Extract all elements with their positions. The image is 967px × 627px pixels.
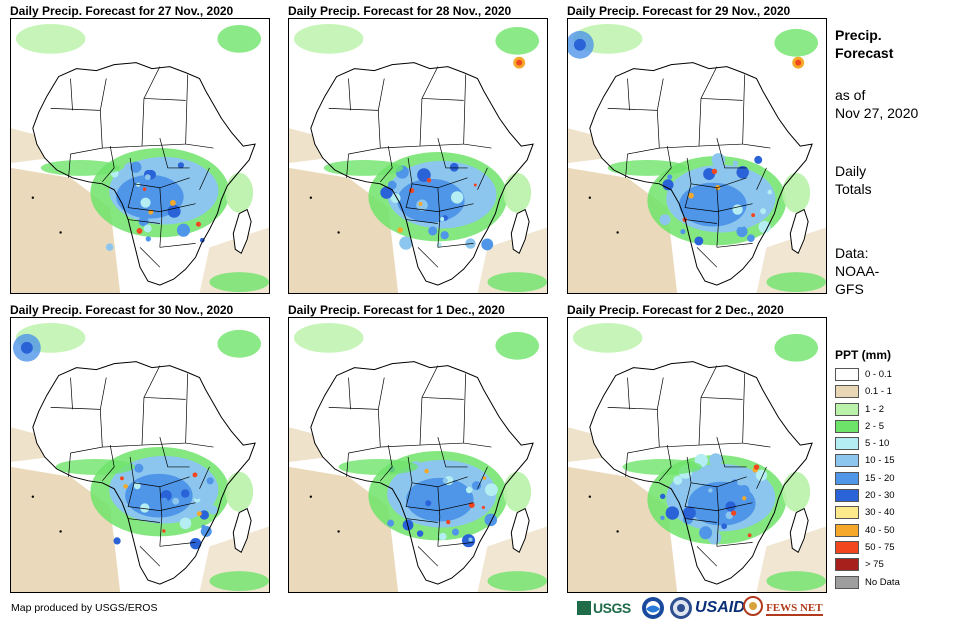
legend-label: > 75 bbox=[865, 559, 884, 571]
as-of-date: as of Nov 27, 2020 bbox=[835, 86, 918, 122]
heading-line: Forecast bbox=[835, 45, 894, 61]
data-source: Data: NOAA- GFS bbox=[835, 244, 879, 298]
legend-item: > 75 bbox=[835, 556, 955, 573]
legend-label: 0.1 - 1 bbox=[865, 386, 892, 398]
legend-label: 15 - 20 bbox=[865, 472, 895, 484]
seal-logo bbox=[669, 596, 693, 620]
fews-net-text: FEWS NET bbox=[766, 602, 823, 616]
fews-net-logo: FEWS NET bbox=[743, 596, 823, 620]
forecast-map bbox=[288, 317, 548, 593]
forecast-panel-6: Daily Precip. Forecast for 2 Dec., 2020 bbox=[567, 303, 827, 593]
legend-swatch bbox=[835, 489, 859, 503]
legend-swatch bbox=[835, 454, 859, 468]
africa-map-svg bbox=[11, 23, 269, 293]
legend-label: 30 - 40 bbox=[865, 507, 895, 519]
panel-title: Daily Precip. Forecast for 1 Dec., 2020 bbox=[288, 303, 505, 317]
legend-item: No Data bbox=[835, 574, 955, 591]
forecast-panel-4: Daily Precip. Forecast for 30 Nov., 2020 bbox=[10, 303, 270, 593]
legend-item: 50 - 75 bbox=[835, 539, 955, 556]
legend-item: 5 - 10 bbox=[835, 435, 955, 452]
forecast-map bbox=[567, 18, 827, 294]
legend-swatch bbox=[835, 471, 859, 485]
forecast-panel-5: Daily Precip. Forecast for 1 Dec., 2020 bbox=[288, 303, 548, 593]
forecast-panel-1: Daily Precip. Forecast for 27 Nov., 2020 bbox=[10, 4, 270, 294]
africa-map-svg bbox=[568, 322, 826, 592]
legend-label: 10 - 15 bbox=[865, 455, 895, 467]
panel-title: Daily Precip. Forecast for 2 Dec., 2020 bbox=[567, 303, 784, 317]
legend-swatch bbox=[835, 368, 859, 381]
africa-map-svg bbox=[11, 322, 269, 592]
forecast-panel-2: Daily Precip. Forecast for 28 Nov., 2020 bbox=[288, 4, 548, 294]
legend-swatch bbox=[835, 575, 859, 589]
legend-item: 40 - 50 bbox=[835, 522, 955, 539]
legend-item: 0 - 0.1 bbox=[835, 366, 955, 383]
data-line: NOAA- bbox=[835, 263, 880, 279]
legend-label: 1 - 2 bbox=[865, 403, 885, 415]
logo-bar: USGS USAID FEWS NET bbox=[577, 596, 827, 620]
legend-label: 20 - 30 bbox=[865, 490, 895, 502]
as-of-label: as of bbox=[835, 87, 866, 103]
sidebar-heading: Precip. Forecast bbox=[835, 26, 893, 62]
legend-item: 2 - 5 bbox=[835, 418, 955, 435]
legend-label: No Data bbox=[865, 576, 900, 588]
forecast-map bbox=[10, 317, 270, 593]
legend-item: 20 - 30 bbox=[835, 487, 955, 504]
forecast-panel-3: Daily Precip. Forecast for 29 Nov., 2020 bbox=[567, 4, 827, 294]
usgs-logo: USGS bbox=[577, 596, 631, 620]
forecast-map bbox=[10, 18, 270, 294]
legend-item: 0.1 - 1 bbox=[835, 383, 955, 400]
data-line: GFS bbox=[835, 281, 864, 297]
africa-map-svg bbox=[289, 322, 547, 592]
forecast-map bbox=[567, 317, 827, 593]
legend-label: 0 - 0.1 bbox=[865, 369, 892, 380]
legend-title: PPT (mm) bbox=[835, 348, 892, 362]
legend-swatch bbox=[835, 506, 859, 520]
panel-title: Daily Precip. Forecast for 28 Nov., 2020 bbox=[288, 4, 512, 18]
daily-totals: Daily Totals bbox=[835, 162, 872, 198]
panel-title: Daily Precip. Forecast for 27 Nov., 2020 bbox=[10, 4, 234, 18]
africa-map-svg bbox=[289, 23, 547, 293]
legend-swatch bbox=[835, 419, 859, 433]
legend-swatch bbox=[835, 558, 859, 572]
usaid-logo: USAID bbox=[695, 599, 745, 616]
legend-swatch bbox=[835, 437, 859, 451]
panel-title: Daily Precip. Forecast for 29 Nov., 2020 bbox=[567, 4, 791, 18]
legend-swatch bbox=[835, 523, 859, 537]
legend-item: 30 - 40 bbox=[835, 504, 955, 521]
noaa-logo bbox=[641, 596, 665, 620]
totals-line: Totals bbox=[835, 181, 872, 197]
data-line: Data: bbox=[835, 245, 869, 261]
legend-swatch bbox=[835, 540, 859, 554]
legend-item: 1 - 2 bbox=[835, 401, 955, 418]
heading-line: Precip. bbox=[835, 27, 882, 43]
legend-swatch bbox=[835, 385, 859, 399]
legend-item: 15 - 20 bbox=[835, 470, 955, 487]
legend-item: 10 - 15 bbox=[835, 452, 955, 469]
legend-label: 2 - 5 bbox=[865, 420, 885, 432]
as-of-value: Nov 27, 2020 bbox=[835, 105, 919, 121]
map-credit: Map produced by USGS/EROS bbox=[11, 602, 158, 614]
totals-line: Daily bbox=[835, 163, 867, 179]
africa-map-svg bbox=[568, 23, 826, 293]
panel-title: Daily Precip. Forecast for 30 Nov., 2020 bbox=[10, 303, 234, 317]
legend-swatch bbox=[835, 402, 859, 416]
legend-label: 40 - 50 bbox=[865, 524, 895, 536]
legend: 0 - 0.1 0.1 - 1 1 - 2 2 - 5 5 - 10 10 - 15 15 … bbox=[835, 366, 955, 591]
usgs-logo-text: USGS bbox=[593, 600, 631, 616]
legend-label: 5 - 10 bbox=[865, 438, 890, 450]
legend-label: 50 - 75 bbox=[865, 541, 895, 553]
forecast-map bbox=[288, 18, 548, 294]
